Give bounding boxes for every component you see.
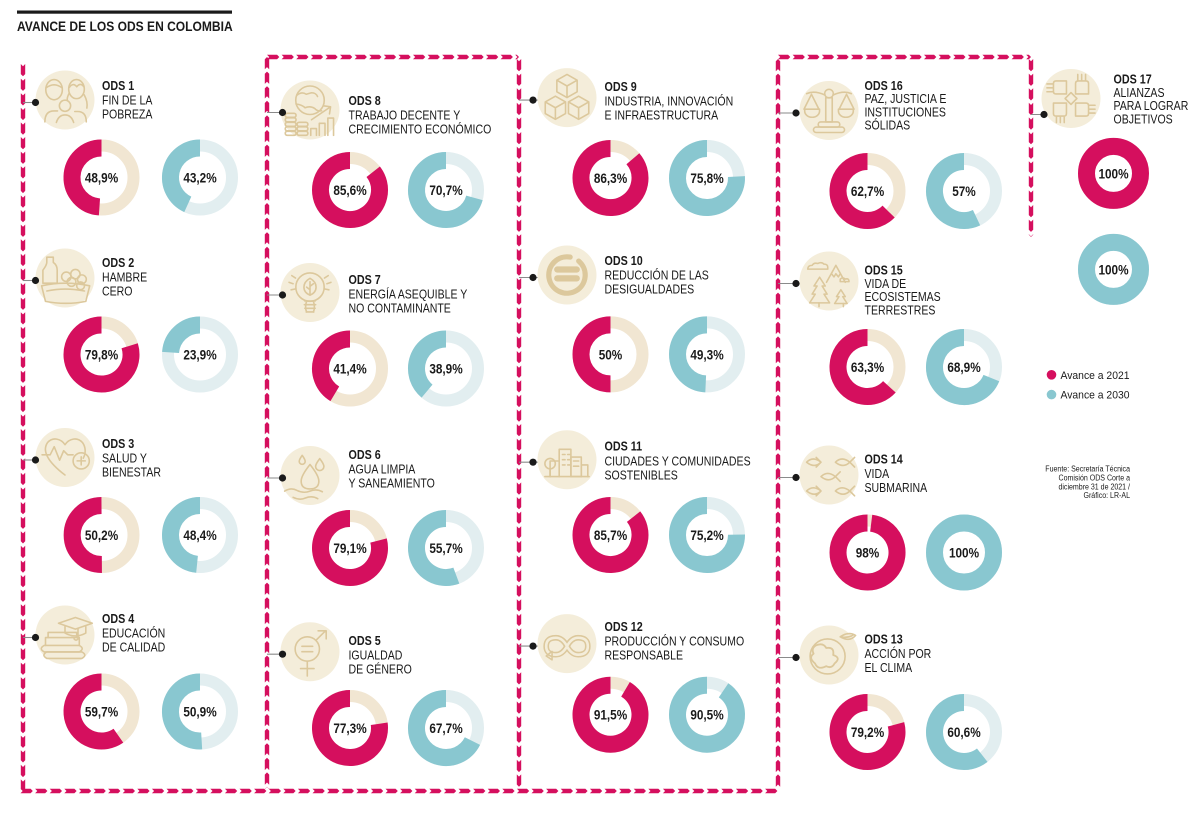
svg-text:41,4%: 41,4% <box>333 361 367 377</box>
svg-text:SUBMARINA: SUBMARINA <box>865 481 928 495</box>
svg-text:49,3%: 49,3% <box>690 346 724 362</box>
svg-text:SOSTENIBLES: SOSTENIBLES <box>605 468 678 482</box>
svg-text:Fuente: Secretaría Técnica: Fuente: Secretaría Técnica <box>1045 464 1130 474</box>
svg-text:ALIANZAS: ALIANZAS <box>1114 86 1165 100</box>
svg-text:ODS 5: ODS 5 <box>349 633 382 648</box>
svg-text:ODS 1: ODS 1 <box>102 78 135 93</box>
svg-text:ODS 11: ODS 11 <box>605 439 643 454</box>
svg-text:ODS 14: ODS 14 <box>865 451 904 466</box>
svg-text:77,3%: 77,3% <box>333 720 367 736</box>
svg-text:98%: 98% <box>856 545 880 561</box>
svg-text:85,6%: 85,6% <box>333 182 367 198</box>
svg-text:ODS 10: ODS 10 <box>605 253 644 268</box>
svg-text:55,7%: 55,7% <box>429 540 463 556</box>
svg-text:50%: 50% <box>599 346 623 362</box>
svg-text:AVANCE DE LOS ODS EN COLOMBIA: AVANCE DE LOS ODS EN COLOMBIA <box>17 18 233 34</box>
svg-text:DE CALIDAD: DE CALIDAD <box>102 641 165 655</box>
svg-text:67,7%: 67,7% <box>429 720 463 736</box>
svg-text:70,7%: 70,7% <box>429 182 463 198</box>
svg-text:HAMBRE: HAMBRE <box>102 271 147 285</box>
svg-text:TRABAJO DECENTE Y: TRABAJO DECENTE Y <box>349 109 461 123</box>
svg-text:SALUD Y: SALUD Y <box>102 452 147 466</box>
svg-text:IGUALDAD: IGUALDAD <box>349 649 403 663</box>
svg-text:59,7%: 59,7% <box>85 704 119 720</box>
svg-text:REDUCCIÓN DE LAS: REDUCCIÓN DE LAS <box>605 269 709 283</box>
svg-text:SÓLIDAS: SÓLIDAS <box>865 118 911 132</box>
svg-text:BIENESTAR: BIENESTAR <box>102 466 161 480</box>
svg-text:23,9%: 23,9% <box>183 347 217 363</box>
svg-text:PAZ, JUSTICIA E: PAZ, JUSTICIA E <box>865 92 947 106</box>
svg-text:POBREZA: POBREZA <box>102 108 153 122</box>
svg-text:Avance a 2030: Avance a 2030 <box>1061 389 1130 401</box>
svg-text:ODS 17: ODS 17 <box>1114 72 1153 87</box>
svg-text:79,8%: 79,8% <box>85 347 119 363</box>
svg-text:Avance a 2021: Avance a 2021 <box>1061 370 1130 382</box>
svg-text:90,5%: 90,5% <box>690 707 724 723</box>
svg-text:43,2%: 43,2% <box>183 170 217 186</box>
svg-text:E INFRAESTRUCTURA: E INFRAESTRUCTURA <box>605 109 719 123</box>
svg-text:ECOSISTEMAS: ECOSISTEMAS <box>865 290 941 304</box>
svg-text:100%: 100% <box>949 545 980 561</box>
svg-text:68,9%: 68,9% <box>947 359 981 375</box>
svg-text:ACCIÓN POR: ACCIÓN POR <box>865 647 932 661</box>
svg-text:100%: 100% <box>1098 261 1129 277</box>
svg-text:VIDA DE: VIDA DE <box>865 277 907 291</box>
svg-text:48,4%: 48,4% <box>183 527 217 543</box>
svg-text:DESIGUALDADES: DESIGUALDADES <box>605 283 695 297</box>
svg-text:PARA LOGRAR: PARA LOGRAR <box>1114 99 1189 113</box>
svg-text:75,8%: 75,8% <box>690 170 724 186</box>
svg-text:ODS 7: ODS 7 <box>349 272 382 287</box>
svg-text:48,9%: 48,9% <box>85 170 119 186</box>
svg-text:CERO: CERO <box>102 285 132 299</box>
svg-text:Gráfico: LR-AL: Gráfico: LR-AL <box>1083 491 1130 501</box>
svg-text:AGUA LIMPIA: AGUA LIMPIA <box>349 463 416 477</box>
svg-text:ODS 4: ODS 4 <box>102 611 135 626</box>
svg-text:ODS 16: ODS 16 <box>865 78 904 93</box>
svg-text:86,3%: 86,3% <box>594 170 628 186</box>
svg-text:63,3%: 63,3% <box>851 359 885 375</box>
svg-text:NO CONTAMINANTE: NO CONTAMINANTE <box>349 302 452 316</box>
svg-text:ODS 13: ODS 13 <box>865 631 904 646</box>
svg-text:DE GÉNERO: DE GÉNERO <box>349 663 412 677</box>
svg-text:ODS 15: ODS 15 <box>865 263 904 278</box>
svg-text:100%: 100% <box>1098 165 1129 181</box>
svg-text:FIN DE LA: FIN DE LA <box>102 94 153 108</box>
svg-text:ODS 2: ODS 2 <box>102 255 135 270</box>
svg-text:ODS 12: ODS 12 <box>605 619 644 634</box>
svg-text:57%: 57% <box>952 183 976 199</box>
svg-text:TERRESTRES: TERRESTRES <box>865 303 936 317</box>
svg-text:EL CLIMA: EL CLIMA <box>865 661 913 675</box>
svg-text:ODS 8: ODS 8 <box>349 93 382 108</box>
svg-text:CIUDADES Y COMUNIDADES: CIUDADES Y COMUNIDADES <box>605 454 751 468</box>
svg-text:75,2%: 75,2% <box>690 527 724 543</box>
svg-text:ODS 3: ODS 3 <box>102 436 135 451</box>
svg-text:50,2%: 50,2% <box>85 527 119 543</box>
svg-text:PRODUCCIÓN Y CONSUMO: PRODUCCIÓN Y CONSUMO <box>605 635 745 649</box>
svg-text:ODS 6: ODS 6 <box>349 447 382 462</box>
svg-text:50,9%: 50,9% <box>183 704 217 720</box>
svg-text:VIDA: VIDA <box>865 467 890 481</box>
svg-text:79,2%: 79,2% <box>851 724 885 740</box>
svg-text:ODS 9: ODS 9 <box>605 79 638 94</box>
svg-text:INDUSTRIA, INNOVACIÓN: INDUSTRIA, INNOVACIÓN <box>605 95 734 109</box>
svg-text:RESPONSABLE: RESPONSABLE <box>605 649 684 663</box>
svg-text:85,7%: 85,7% <box>594 527 628 543</box>
svg-text:Comisión ODS Corte a: Comisión ODS Corte a <box>1058 473 1130 483</box>
svg-text:60,6%: 60,6% <box>947 724 981 740</box>
svg-text:62,7%: 62,7% <box>851 183 885 199</box>
svg-text:CRECIMIENTO ECONÓMICO: CRECIMIENTO ECONÓMICO <box>349 123 492 137</box>
svg-text:EDUCACIÓN: EDUCACIÓN <box>102 627 165 641</box>
svg-text:Y SANEAMIENTO: Y SANEAMIENTO <box>349 477 435 491</box>
svg-text:diciembre 31 de 2021 /: diciembre 31 de 2021 / <box>1058 482 1130 492</box>
svg-text:38,9%: 38,9% <box>429 361 463 377</box>
svg-text:OBJETIVOS: OBJETIVOS <box>1114 112 1173 126</box>
svg-text:ENERGÍA ASEQUIBLE Y: ENERGÍA ASEQUIBLE Y <box>349 288 468 302</box>
svg-text:INSTITUCIONES: INSTITUCIONES <box>865 105 947 119</box>
svg-text:91,5%: 91,5% <box>594 707 628 723</box>
svg-text:79,1%: 79,1% <box>333 540 367 556</box>
